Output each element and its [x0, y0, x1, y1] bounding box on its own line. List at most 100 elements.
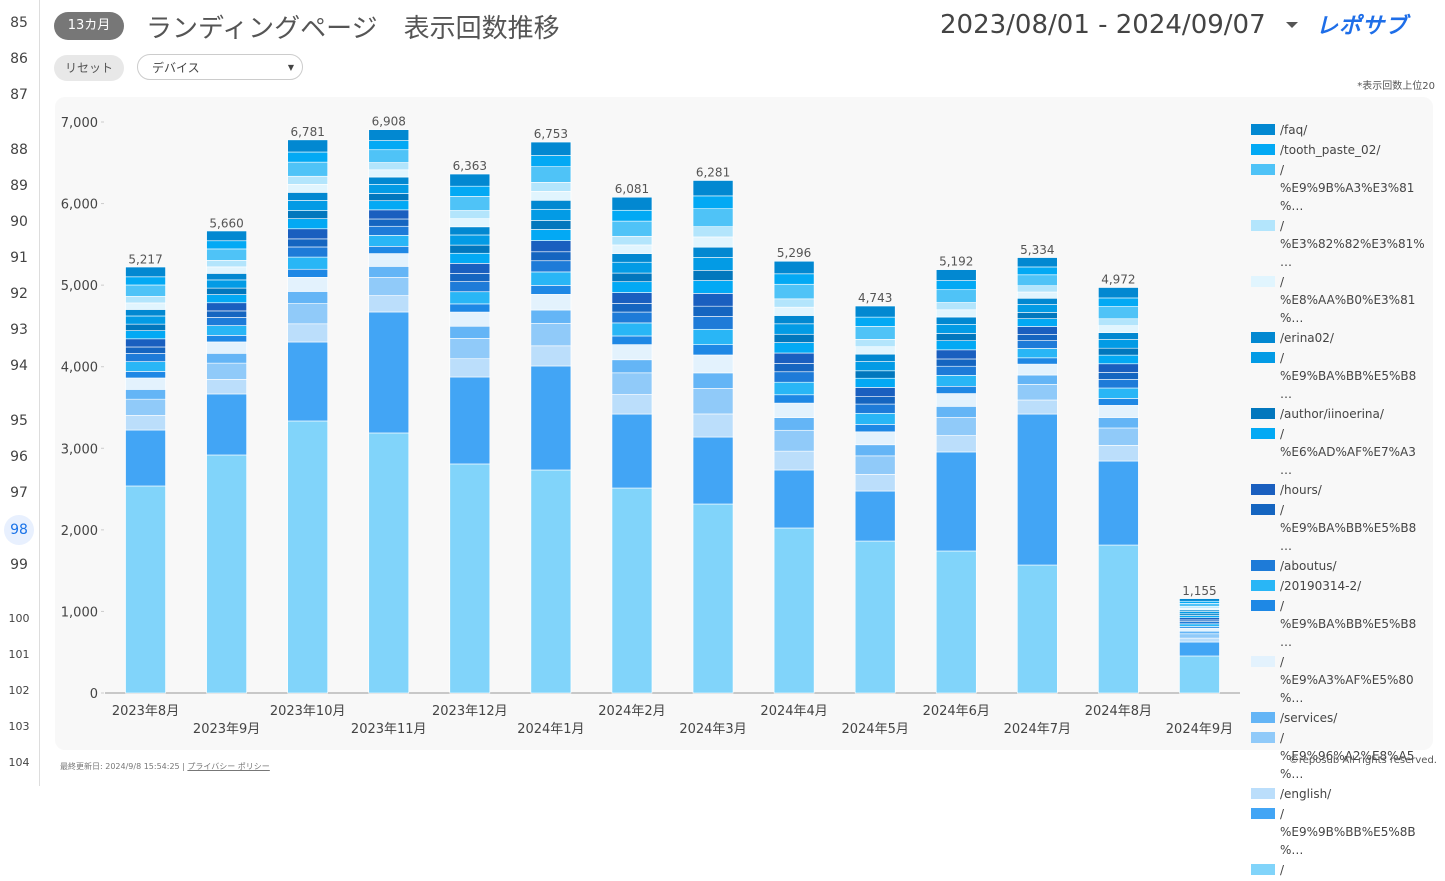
bar-segment — [935, 333, 977, 341]
bar-segment — [935, 385, 977, 394]
bar-segment — [1017, 297, 1058, 305]
legend-item: /tooth_paste_02/ — [1251, 141, 1425, 159]
bar-segment — [935, 269, 977, 281]
bar-segment — [611, 220, 653, 237]
row-number: 102 — [8, 684, 30, 697]
bar-segment — [935, 416, 977, 436]
bar-segment — [206, 230, 247, 242]
bar-segment — [773, 363, 815, 373]
bar-segment — [1017, 564, 1058, 694]
bar-segment — [368, 129, 410, 141]
device-dropdown[interactable]: デバイス ▼ — [137, 54, 303, 80]
bar-segment — [935, 358, 977, 367]
bar-segment — [935, 451, 977, 552]
x-tick-label: 2023年11月 — [351, 722, 427, 737]
bar-segment — [1017, 334, 1058, 341]
bar-segment — [449, 463, 491, 694]
bar-segment — [1017, 326, 1058, 335]
bar-segment — [1017, 274, 1058, 287]
date-range[interactable]: 2023/08/01 - 2024/09/07 — [940, 10, 1266, 40]
bar-segment — [854, 396, 896, 405]
legend-label: / %E9%96%A2%E8%A5%… — [1280, 731, 1415, 781]
reset-button[interactable]: リセット — [54, 55, 124, 81]
legend-swatch — [1251, 428, 1275, 439]
bar-segment — [854, 431, 896, 446]
bar-segment — [611, 372, 653, 395]
bar-segment — [1098, 460, 1139, 546]
bar-segment — [287, 161, 328, 177]
bar-segment — [287, 277, 328, 292]
row-number: 93 — [10, 322, 28, 338]
bar-segment — [935, 550, 977, 694]
bar-segment — [692, 305, 734, 317]
privacy-link[interactable]: プライバシー ポリシー — [187, 762, 270, 771]
bar-segment — [125, 296, 166, 304]
legend-label: / %E3%82%82%E3%81%… — [1280, 219, 1425, 269]
bar-segment — [206, 248, 247, 261]
badge[interactable]: 13カ月 — [54, 12, 124, 40]
bar-segment — [368, 266, 410, 278]
bar-segment — [368, 218, 410, 227]
bar-segment — [854, 387, 896, 397]
bar-segment — [611, 253, 653, 263]
bar-segment — [1098, 417, 1139, 429]
legend-item: /author/iinoerina/ — [1251, 405, 1425, 423]
bar-segment — [530, 166, 572, 183]
bar-segment — [692, 413, 734, 438]
legend-swatch — [1251, 808, 1275, 819]
bar-segment — [1098, 339, 1139, 349]
bar-segment — [854, 412, 896, 425]
bar-segment — [1098, 347, 1139, 356]
legend-label: /tooth_paste_02/ — [1280, 143, 1381, 157]
row-number: 85 — [10, 15, 28, 31]
total-label: 5,296 — [777, 246, 811, 260]
bar-segment — [1179, 600, 1220, 604]
bar-segment — [773, 394, 815, 404]
legend-item: /aboutus/ — [1251, 557, 1425, 575]
y-tick-label: 7,000 — [61, 116, 98, 131]
legend-label: / %E9%9B%A3%E3%81%… — [1280, 163, 1415, 213]
x-tick-label: 2024年7月 — [1004, 722, 1071, 737]
bar-segment — [449, 358, 491, 378]
y-tick-label: 2,000 — [61, 524, 98, 539]
legend-swatch — [1251, 332, 1275, 343]
row-number: 88 — [10, 142, 28, 158]
bar-segment — [368, 295, 410, 313]
row-number: 92 — [10, 286, 28, 302]
bar-segment — [287, 256, 328, 270]
bar-segment — [449, 226, 491, 236]
bar-segment — [287, 175, 328, 185]
bar-segment — [611, 261, 653, 274]
x-tick-label: 2023年9月 — [193, 722, 260, 737]
bar-segment — [692, 293, 734, 307]
legend-label: / %E9%BA%BB%E5%B8… — [1280, 599, 1417, 649]
bar-segment — [1017, 363, 1058, 376]
total-label: 6,753 — [534, 127, 568, 141]
row-number: 86 — [10, 51, 28, 67]
bar-segment — [773, 306, 815, 316]
bar-segment — [368, 277, 410, 296]
bar-segment — [530, 182, 572, 192]
bar-segment — [611, 322, 653, 337]
bar-segment — [692, 180, 734, 197]
bar-segment — [692, 246, 734, 258]
row-number: 99 — [10, 557, 28, 573]
bar-segment — [935, 435, 977, 453]
x-tick-label: 2023年12月 — [432, 704, 508, 719]
legend-swatch — [1251, 144, 1275, 155]
total-label: 6,908 — [372, 115, 406, 129]
bar-segment — [1098, 387, 1139, 399]
bar-segment — [935, 375, 977, 387]
bar-segment — [287, 323, 328, 343]
legend-label: / %E9%9B%BB%E5%8B%… — [1280, 807, 1416, 857]
bar-segment — [368, 176, 410, 185]
bar-segment — [773, 342, 815, 354]
bar-segment — [611, 413, 653, 489]
bar-segment — [125, 284, 166, 297]
bar-segment — [773, 273, 815, 285]
legend-swatch — [1251, 560, 1275, 571]
bar-segment — [854, 353, 896, 362]
date-caret[interactable] — [1284, 18, 1300, 32]
bar-segment — [935, 302, 977, 311]
legend-label: /aboutus/ — [1280, 559, 1337, 573]
